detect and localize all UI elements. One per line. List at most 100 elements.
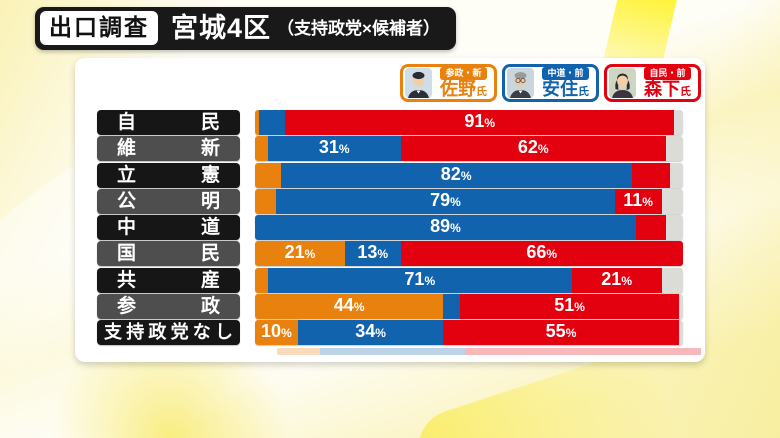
chart-row-8: 支持政党なし 10% 34% 55% — [97, 320, 683, 346]
segment-value-label: 44% — [334, 294, 365, 319]
segment-value-digits: 13 — [357, 242, 378, 263]
candidate-name-sano: 佐野氏 — [440, 80, 487, 99]
legend-candidate-azumi: 中道・前 安住氏 — [502, 64, 599, 102]
row-party-label: 中道 — [97, 215, 240, 241]
reflection-segment — [319, 348, 466, 355]
bar-segment-azumi: 82% — [280, 162, 632, 188]
bar-segment-azumi: 31% — [267, 136, 401, 162]
party-label-char: 参 — [117, 296, 137, 318]
candidate-photo-azumi-icon — [507, 68, 534, 98]
percent-sign: % — [424, 273, 436, 288]
bar-segment-sano: 21% — [255, 241, 345, 267]
district-title: 宮城4区 — [171, 12, 272, 43]
candidate-honorific: 氏 — [476, 86, 487, 99]
segment-value-label: 51% — [554, 294, 585, 319]
segment-value-label: 13% — [357, 241, 388, 266]
bar-segment-sano: 10% — [255, 320, 298, 346]
segment-value-digits: 91 — [464, 111, 485, 131]
legend-candidate-sano: 参政・新 佐野氏 — [400, 64, 497, 102]
chart-row-7: 参政 44% 51% — [97, 294, 683, 320]
bar-segment-azumi: 34% — [297, 320, 444, 346]
bar-segment-sano — [255, 267, 268, 293]
bar-segment-morishita — [635, 215, 666, 241]
bar-track: 71% 21% — [255, 267, 683, 293]
segment-value-digits: 21 — [601, 268, 622, 289]
party-label-char: 政 — [148, 322, 167, 343]
party-label-char: 政 — [200, 296, 220, 318]
bar-segment-sano — [255, 162, 281, 188]
bar-segment-azumi — [259, 110, 285, 135]
party-label-char: 党 — [170, 322, 189, 343]
party-label-char: 持 — [126, 322, 145, 343]
chart-panel: 参政・新 佐野氏 — [75, 58, 705, 362]
row-party-label: 立憲 — [97, 162, 240, 188]
candidate-honorific: 氏 — [680, 86, 691, 99]
bar-segment-azumi — [443, 294, 461, 320]
segment-value-label: 89% — [430, 215, 461, 240]
row-party-label: 参政 — [97, 294, 240, 320]
candidate-photo-morishita-icon — [609, 68, 636, 98]
party-label-char: 中 — [117, 217, 137, 239]
bar-segment-morishita: 11% — [614, 188, 662, 214]
bar-segment-morishita — [631, 162, 671, 188]
segment-value-digits: 34 — [355, 321, 376, 342]
segment-value-digits: 10 — [261, 321, 282, 342]
party-label-char: 公 — [117, 190, 137, 212]
exit-poll-badge: 出口調査 — [40, 11, 158, 45]
segment-value-label: 10% — [261, 320, 292, 345]
percent-sign: % — [484, 116, 496, 130]
percent-sign: % — [304, 247, 316, 262]
percent-sign: % — [546, 247, 558, 262]
party-label-char: な — [192, 322, 211, 343]
bar-segment-sano — [255, 136, 268, 162]
percent-sign: % — [642, 194, 653, 209]
candidate-name-azumi: 安住氏 — [542, 80, 589, 99]
bar-track: 44% 51% — [255, 294, 683, 320]
percent-sign: % — [353, 300, 365, 315]
bar-segment-morishita: 21% — [571, 267, 662, 293]
reflection-segment — [277, 348, 320, 355]
segment-value-digits: 66 — [526, 242, 547, 263]
segment-value-digits: 11 — [623, 189, 643, 210]
segment-value-label: 91% — [464, 110, 495, 135]
bar-track: 21% 13% 66% — [255, 241, 683, 267]
candidate-name-text: 佐野 — [440, 79, 476, 100]
row-party-label: 公明 — [97, 188, 240, 214]
segment-value-digits: 51 — [554, 295, 575, 316]
bar-segment-morishita: 55% — [443, 320, 679, 346]
segment-value-label: 79% — [430, 189, 461, 214]
chart-row-6: 共 産 71% 21% — [97, 267, 683, 293]
legend-candidate-info: 自民・前 森下氏 — [639, 66, 696, 100]
bar-segment-azumi: 79% — [276, 188, 615, 214]
party-label-char: 民 — [200, 243, 220, 265]
percent-sign: % — [281, 326, 292, 341]
segment-value-label: 71% — [404, 268, 435, 293]
party-label-char: 維 — [117, 138, 137, 160]
chart-row-0: 自民 91% — [97, 110, 683, 135]
bar-track: 79% 11% — [255, 188, 683, 214]
segment-value-digits: 89 — [430, 216, 451, 237]
bar-track: 10% 34% 55% — [255, 320, 683, 346]
bar-track: 89% — [255, 215, 683, 241]
segment-value-digits: 55 — [545, 321, 566, 342]
segment-value-label: 21% — [601, 268, 632, 293]
bar-reflection — [277, 348, 705, 355]
candidate-name-text: 森下 — [644, 79, 680, 100]
party-label-char: 道 — [200, 217, 220, 239]
header: 出口調査 宮城4区 （支持政党×候補者） — [35, 7, 456, 50]
chart-row-4: 中道 89% — [97, 215, 683, 241]
percent-sign: % — [375, 326, 386, 341]
percent-sign: % — [338, 142, 350, 157]
segment-value-label: 34% — [355, 320, 386, 345]
party-label-char: 憲 — [200, 164, 220, 186]
party-label-char: 産 — [200, 269, 220, 291]
party-label-char: 共 — [117, 269, 137, 291]
reflection-segment — [465, 348, 701, 355]
bar-segment-morishita: 66% — [400, 241, 683, 267]
row-party-label: 支持政党なし — [97, 320, 240, 346]
percent-sign: % — [565, 326, 577, 341]
party-label-char: し — [214, 322, 233, 343]
candidate-honorific: 氏 — [578, 86, 589, 99]
party-label-char: 明 — [200, 190, 220, 212]
segment-value-label: 21% — [285, 241, 316, 266]
